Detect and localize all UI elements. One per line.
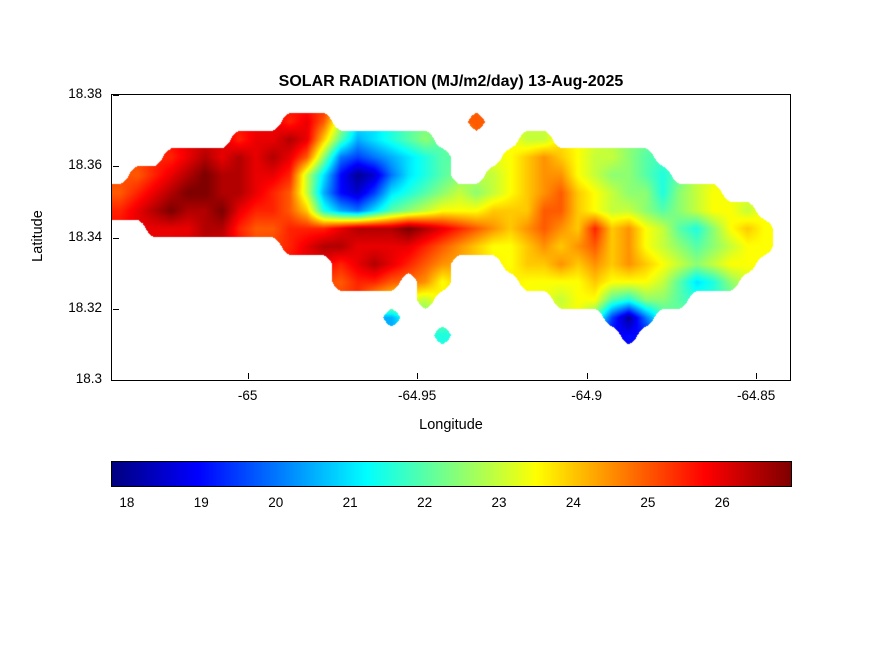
colorbar-tick-label: 18 — [119, 495, 135, 510]
y-tick-label: 18.38 — [68, 86, 102, 101]
colorbar-tick-label: 21 — [342, 495, 358, 510]
colorbar-tick-label: 19 — [193, 495, 209, 510]
colorbar-tick-label: 25 — [640, 495, 656, 510]
chart-title: SOLAR RADIATION (MJ/m2/day) 13-Aug-2025 — [278, 73, 624, 90]
colorbar-tick-label: 24 — [565, 495, 581, 510]
axis-tick-mark — [113, 237, 119, 239]
axis-tick-mark — [113, 95, 119, 96]
x-tick-label: -64.9 — [571, 388, 602, 403]
contour-map-canvas — [112, 95, 790, 380]
x-tick-label: -64.95 — [397, 388, 437, 403]
colorbar-tick-label: 26 — [714, 495, 730, 510]
colorbar — [111, 461, 792, 487]
x-tick-label: -64.85 — [736, 388, 776, 403]
y-tick-label: 18.36 — [68, 157, 102, 173]
colorbar-tick-label: 23 — [491, 495, 507, 510]
colorbar-tick-label: 22 — [417, 495, 433, 510]
axis-tick-mark — [247, 373, 249, 379]
axis-tick-mark — [113, 308, 119, 310]
axis-tick-mark — [113, 380, 119, 381]
axis-tick-mark — [113, 166, 119, 168]
y-tick-label: 18.3 — [75, 371, 102, 386]
axis-tick-mark — [417, 373, 419, 379]
axis-tick-mark — [756, 373, 758, 379]
y-tick-label: 18.32 — [68, 299, 102, 315]
x-tick-label: -65 — [237, 388, 258, 403]
y-tick-label: 18.34 — [68, 228, 102, 244]
axis-tick-mark — [586, 373, 588, 379]
plot-area — [111, 94, 791, 381]
colorbar-tick-label: 20 — [268, 495, 284, 510]
colorbar-gradient — [112, 462, 791, 486]
x-axis-label: Longitude — [419, 417, 483, 433]
